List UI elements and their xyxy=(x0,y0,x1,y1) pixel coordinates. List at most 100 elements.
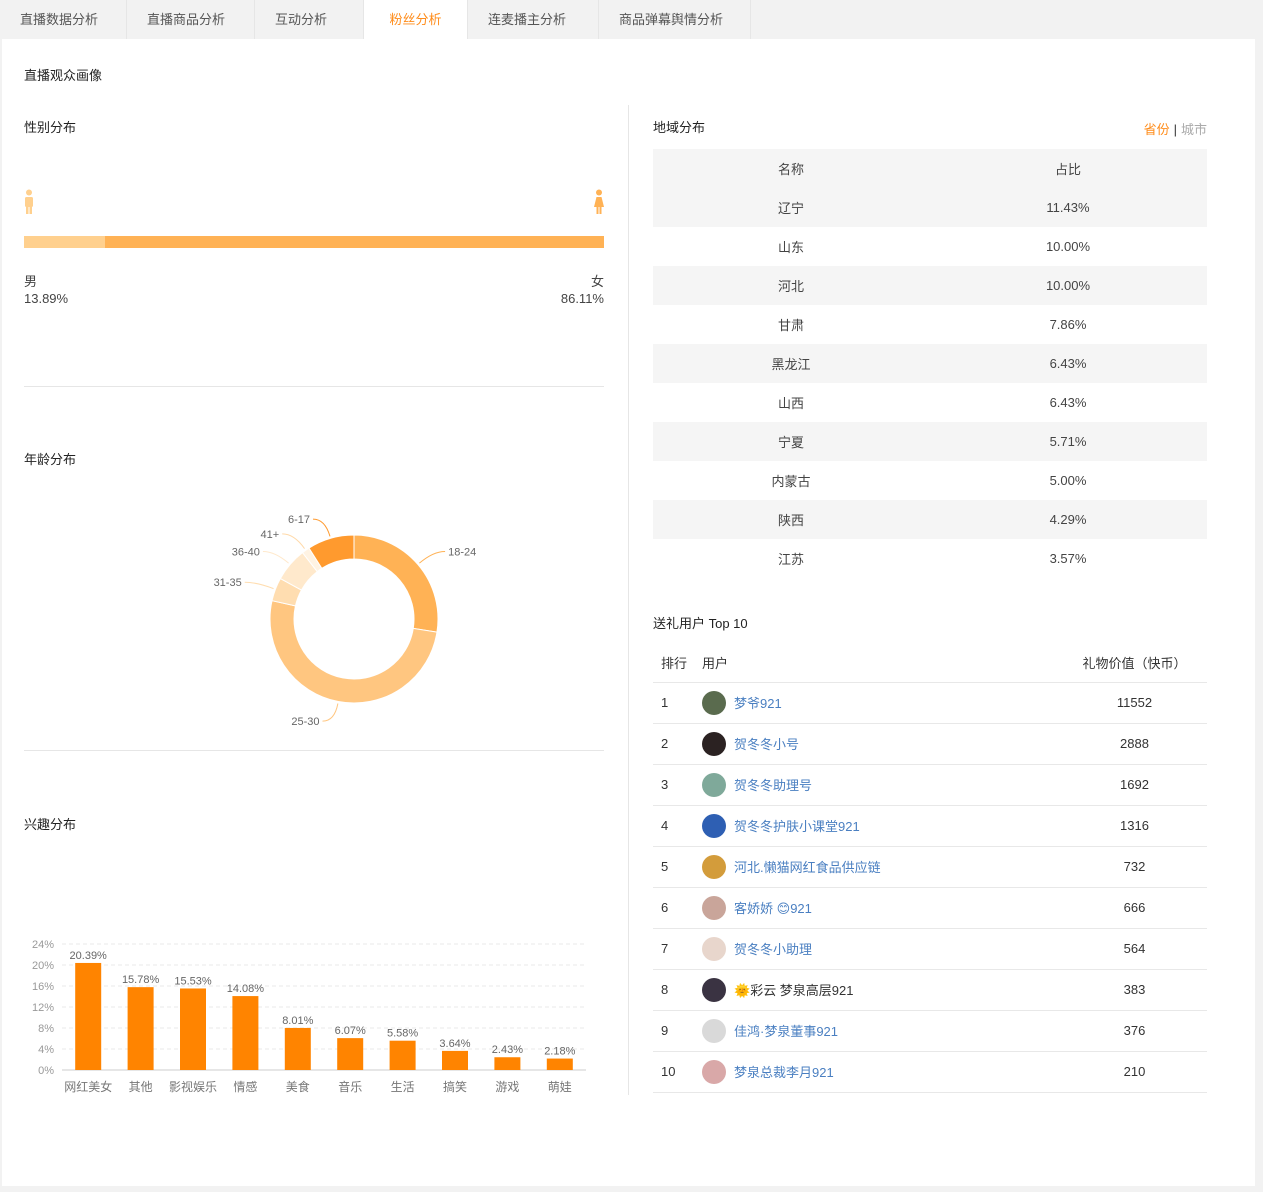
bar-搞笑[interactable] xyxy=(442,1050,468,1070)
region-name-cell: 山东 xyxy=(777,240,804,255)
bar-情感[interactable] xyxy=(232,996,259,1070)
divider xyxy=(24,750,604,751)
y-tick-label: 12% xyxy=(32,1002,54,1014)
gift-title: 送礼用户 Top 10 xyxy=(653,616,748,631)
tab-co-host[interactable]: 连麦播主分析 xyxy=(468,0,599,39)
region-row: 宁夏 5.71% xyxy=(653,422,1207,461)
bar-生活[interactable] xyxy=(389,1040,416,1070)
region-name-cell: 甘肃 xyxy=(777,318,804,333)
donut-leader-line xyxy=(282,533,305,549)
avatar[interactable] xyxy=(702,813,726,838)
gift-user-name[interactable]: 贺冬冬助理号 xyxy=(734,775,812,794)
avatar[interactable] xyxy=(702,1059,726,1084)
avatar[interactable] xyxy=(702,690,726,715)
avatar[interactable] xyxy=(702,1018,726,1043)
male-person-icon xyxy=(25,189,33,214)
avatar[interactable] xyxy=(702,895,726,920)
x-tick-label: 音乐 xyxy=(338,1079,362,1094)
gift-user-name[interactable]: 客娇娇 😊921 xyxy=(734,898,812,917)
gender-bar xyxy=(24,236,604,248)
donut-label: 25-30 xyxy=(291,716,319,728)
gift-header-row: 排行 用户 礼物价值（快币） xyxy=(653,643,1207,683)
tab-live-data[interactable]: 直播数据分析 xyxy=(0,0,127,39)
bar-影视娱乐[interactable] xyxy=(180,988,206,1070)
bar-网红美女[interactable] xyxy=(75,962,102,1070)
tab-interaction[interactable]: 互动分析 xyxy=(255,0,364,39)
age-title: 年龄分布 xyxy=(24,452,77,467)
avatar[interactable] xyxy=(702,977,726,1002)
gift-row: 9 佳鸿·梦泉董事921 376 xyxy=(653,1010,1207,1052)
gift-rank-cell: 2 xyxy=(653,723,702,765)
bar-音乐[interactable] xyxy=(337,1038,364,1070)
column-divider xyxy=(628,105,629,1095)
avatar[interactable] xyxy=(702,936,726,961)
interest-title: 兴趣分布 xyxy=(24,817,77,832)
bar-data-label: 2.43% xyxy=(492,1044,523,1056)
gift-row: 8 🌞彩云 梦泉高层921 383 xyxy=(653,969,1207,1011)
region-name-cell: 内蒙古 xyxy=(771,474,811,489)
region-share-cell: 6.43% xyxy=(929,344,1207,383)
gift-user-name[interactable]: 梦泉总裁李月921 xyxy=(734,1062,834,1081)
gift-row: 2 贺冬冬小号 2888 xyxy=(653,723,1207,765)
region-row: 辽宁 11.43% xyxy=(653,188,1207,227)
gift-user-name[interactable]: 贺冬冬小号 xyxy=(734,734,799,753)
region-share-cell: 3.57% xyxy=(1049,551,1087,566)
gift-user-name[interactable]: 梦爷921 xyxy=(734,693,782,712)
x-tick-label: 影视娱乐 xyxy=(169,1079,217,1094)
region-row: 山东 10.00% xyxy=(653,227,1207,266)
donut-leader-line xyxy=(244,581,274,590)
male-percentage: 13.89% xyxy=(24,291,69,306)
gender-title: 性别分布 xyxy=(24,120,77,135)
donut-label: 41+ xyxy=(261,529,280,541)
gift-value-cell: 383 xyxy=(1062,969,1207,1011)
bar-游戏[interactable] xyxy=(494,1057,521,1070)
bar-data-label: 2.18% xyxy=(544,1046,575,1058)
bar-data-label: 3.64% xyxy=(439,1038,470,1050)
gift-row: 6 客娇娇 😊921 666 xyxy=(653,887,1207,929)
gift-rank-cell: 6 xyxy=(653,887,702,929)
donut-slice-18-24[interactable] xyxy=(353,534,439,633)
x-tick-label: 游戏 xyxy=(495,1080,519,1094)
x-tick-label: 生活 xyxy=(391,1080,415,1094)
donut-leader-line xyxy=(312,518,331,537)
tab-fans[interactable]: 粉丝分析 xyxy=(364,0,468,39)
bar-其他[interactable] xyxy=(127,987,154,1070)
user-name-text: 梦泉总裁李月921 xyxy=(734,1065,834,1080)
gift-user-name[interactable]: 贺冬冬护肤小课堂921 xyxy=(734,816,860,835)
donut-slice-6-17[interactable] xyxy=(308,534,355,570)
gift-user-name: 🌞彩云 梦泉高层921 xyxy=(734,980,854,999)
avatar[interactable] xyxy=(702,772,726,797)
gift-user-name[interactable]: 贺冬冬小助理 xyxy=(734,939,812,958)
donut-slice-25-30[interactable] xyxy=(269,600,438,704)
bar-萌娃[interactable] xyxy=(546,1058,573,1070)
female-label: 女 xyxy=(590,274,604,289)
tab-live-goods[interactable]: 直播商品分析 xyxy=(127,0,255,39)
region-toggle: 省份 | 城市 xyxy=(1144,119,1207,138)
y-tick-label: 20% xyxy=(32,960,54,972)
y-tick-label: 24% xyxy=(32,939,54,951)
male-label: 男 xyxy=(24,274,38,289)
gift-rank-cell: 10 xyxy=(653,1051,702,1093)
region-header-share: 占比 xyxy=(929,149,1207,188)
gift-rank-cell: 9 xyxy=(653,1010,702,1052)
region-table: 名称 占比 辽宁 11.43% 山东 10.00% 河北 10.00% 甘肃 7.86% 黑龙江… xyxy=(653,149,1207,578)
avatar[interactable] xyxy=(702,854,726,879)
interest-bar-chart: 0% 4% 8% 12% 16% 20% 24% 20.39% 网红美女 15.78% 其他 15.5… xyxy=(32,939,586,1094)
female-person-icon xyxy=(594,189,604,214)
gift-row: 10 梦泉总裁李月921 210 xyxy=(653,1051,1207,1093)
gift-row: 1 梦爷921 11552 xyxy=(653,682,1207,724)
gift-user-name[interactable]: 河北.懒猫网红食品供应链 xyxy=(734,857,881,876)
gift-header-user: 用户 xyxy=(702,643,1062,683)
toggle-city[interactable]: 城市 xyxy=(1180,122,1207,137)
gift-value-cell: 11552 xyxy=(1062,682,1207,724)
gift-rank-cell: 3 xyxy=(653,764,702,806)
toggle-province[interactable]: 省份 xyxy=(1143,122,1170,137)
region-title: 地域分布 xyxy=(653,120,706,135)
gift-row: 3 贺冬冬助理号 1692 xyxy=(653,764,1207,806)
tab-barrage-sentiment[interactable]: 商品弹幕舆情分析 xyxy=(599,0,751,39)
gift-user-name[interactable]: 佳鸿·梦泉董事921 xyxy=(734,1021,838,1040)
avatar[interactable] xyxy=(702,731,726,756)
bar-美食[interactable] xyxy=(284,1027,311,1070)
gift-user-cell: 🌞彩云 梦泉高层921 xyxy=(702,969,1062,1011)
